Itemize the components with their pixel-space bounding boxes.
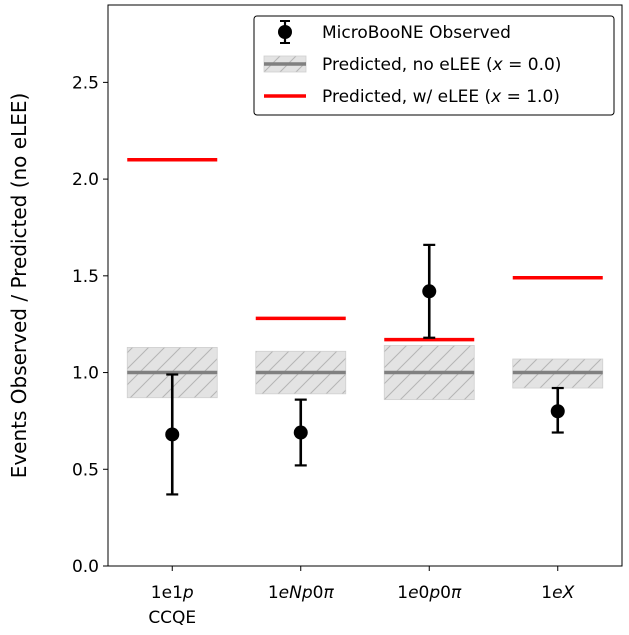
- legend-entry-label: Predicted, w/ eLEE (x = 1.0): [322, 87, 560, 107]
- x-tick-label-part: 1e1: [151, 583, 183, 603]
- legend-entry-prefix: MicroBooNE Observed: [322, 23, 511, 43]
- y-tick-label: 0.5: [72, 460, 99, 480]
- y-tick-label: 0.0: [72, 557, 99, 577]
- observed-point: [293, 425, 308, 440]
- x-tick-label-part: 0: [313, 583, 324, 603]
- observed-points: [165, 243, 565, 496]
- x-tick-label-part: π: [323, 583, 334, 603]
- x-tick-label-part: π: [451, 583, 462, 603]
- x-tick-label-part: e: [408, 583, 418, 603]
- legend-handle-observed-point: [278, 25, 292, 39]
- x-tick-label-part: p: [182, 583, 194, 603]
- y-tick-label: 2.5: [72, 73, 99, 93]
- x-tick-label-part: 0: [419, 583, 430, 603]
- x-tick-label-part: eNp: [279, 583, 313, 603]
- x-tick-label-part: 1: [268, 583, 279, 603]
- x-tick-label: 1e1p: [151, 583, 194, 603]
- plot-area: [107, 4, 623, 567]
- observed-point: [422, 284, 437, 299]
- x-tick-label-part: CCQE: [148, 608, 196, 628]
- legend-entry-label: Predicted, no eLEE (x = 0.0): [322, 55, 561, 75]
- observed-point: [550, 404, 565, 419]
- x-tick-label-part: eX: [552, 583, 574, 603]
- x-tick-label: 1eX: [541, 583, 574, 603]
- y-axis-label: Events Observed / Predicted (no eLEE): [7, 93, 31, 479]
- y-tick-label: 1.0: [72, 364, 99, 384]
- y-tick-label: 2.0: [72, 170, 99, 190]
- elee-prediction-lines: [127, 158, 603, 342]
- legend-entry-var: x: [492, 55, 504, 75]
- y-axis: 0.0 0.5 1.0 1.5 2.0 2.5: [72, 73, 108, 577]
- legend-entry-prefix: Predicted, no eLEE (: [322, 55, 493, 75]
- legend-box: [253, 15, 615, 116]
- x-tick-label: 1e0p0π: [397, 583, 462, 603]
- x-tick-label-part: 0: [440, 583, 451, 603]
- observed-point: [165, 427, 180, 442]
- x-tick-label-part: 1: [397, 583, 408, 603]
- x-tick-label-part: p: [428, 583, 440, 603]
- legend-entry-prefix: Predicted, w/ eLEE (: [322, 87, 491, 107]
- legend-entry-value: = 1.0): [501, 87, 560, 107]
- legend-entry-value: = 0.0): [503, 55, 562, 75]
- x-tick-label: CCQE: [148, 608, 196, 628]
- x-tick-label: 1eNp0π: [268, 583, 335, 603]
- y-tick-label: 1.5: [72, 267, 99, 287]
- legend-entry-var: x: [490, 87, 502, 107]
- legend-entry-label: MicroBooNE Observed: [322, 23, 511, 43]
- plot-frame: [107, 4, 623, 567]
- x-tick-label-part: 1: [541, 583, 552, 603]
- prediction-bands: [126, 345, 604, 401]
